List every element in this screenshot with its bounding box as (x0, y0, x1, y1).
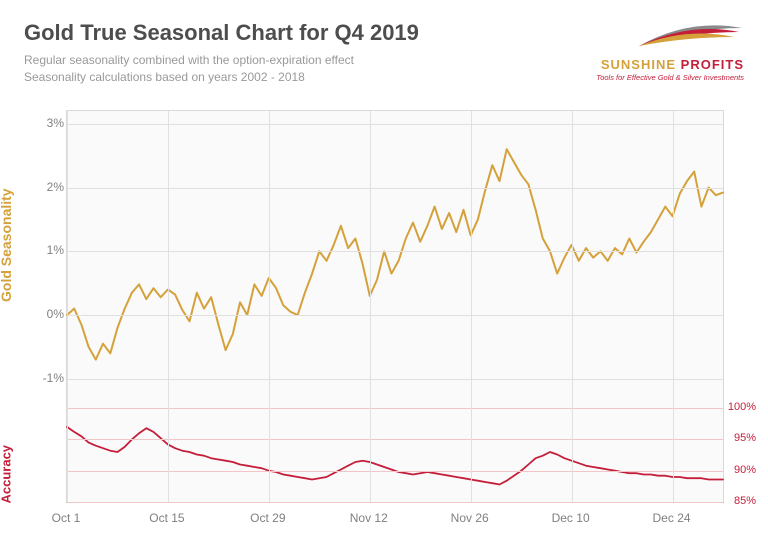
y-tick-right: 85% (734, 495, 756, 507)
y-tick-left: 3% (38, 116, 64, 130)
y-tick-left: -1% (38, 371, 64, 385)
brand-logo: SUNSHINE PROFITS Tools for Effective Gol… (596, 22, 744, 82)
y-axis-left-label: Gold Seasonality (0, 188, 14, 302)
x-tick: Nov 12 (350, 511, 388, 525)
x-tick: Dec 10 (552, 511, 590, 525)
x-tick: Oct 15 (149, 511, 184, 525)
logo-tagline: Tools for Effective Gold & Silver Invest… (596, 73, 744, 82)
y-tick-right: 100% (728, 401, 756, 413)
chart-lines (67, 111, 723, 502)
chart-header: Gold True Seasonal Chart for Q4 2019 Reg… (24, 20, 744, 86)
x-tick: Oct 29 (250, 511, 285, 525)
y-tick-right: 90% (734, 464, 756, 476)
x-tick: Dec 24 (653, 511, 691, 525)
x-tick: Nov 26 (451, 511, 489, 525)
logo-swoosh-icon (634, 22, 744, 50)
y-axis-right-label: Accuracy (0, 445, 14, 504)
chart-container: Gold True Seasonal Chart for Q4 2019 Reg… (0, 0, 768, 539)
logo-text-post: PROFITS (681, 57, 744, 72)
y-tick-left: 0% (38, 307, 64, 321)
y-tick-left: 2% (38, 180, 64, 194)
plot-area (66, 110, 724, 503)
logo-text: SUNSHINE PROFITS (596, 57, 744, 72)
logo-text-pre: SUNSHINE (601, 57, 681, 72)
y-tick-right: 95% (734, 432, 756, 444)
y-tick-left: 1% (38, 243, 64, 257)
x-tick: Oct 1 (52, 511, 81, 525)
